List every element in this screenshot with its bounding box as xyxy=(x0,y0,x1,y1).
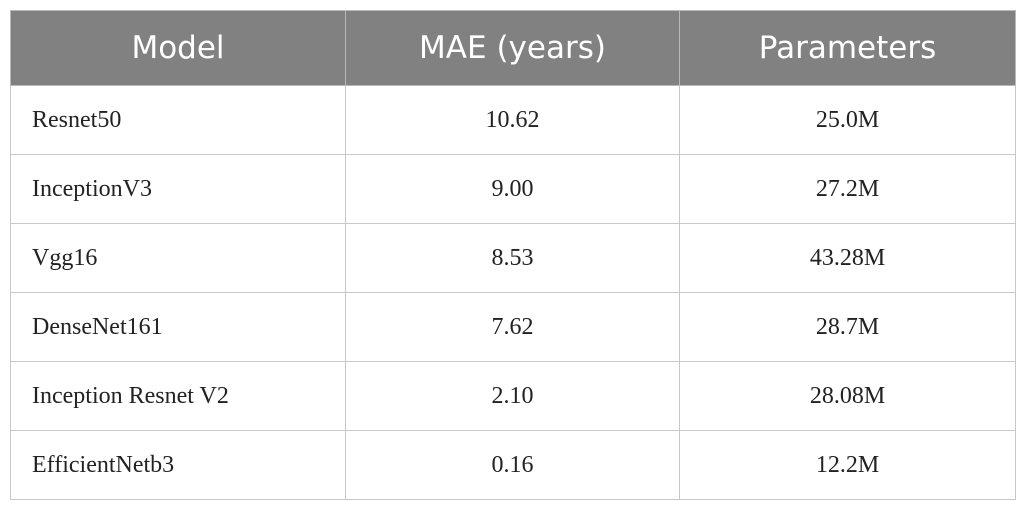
cell-mae: 8.53 xyxy=(345,223,680,293)
table-body: Resnet50 10.62 25.0M InceptionV3 9.00 27… xyxy=(10,85,1016,500)
table-row: Inception Resnet V2 2.10 28.08M xyxy=(10,361,1016,431)
header-model: Model xyxy=(10,10,346,86)
table-row: InceptionV3 9.00 27.2M xyxy=(10,154,1016,224)
cell-model: DenseNet161 xyxy=(10,292,346,362)
header-parameters: Parameters xyxy=(679,10,1016,86)
cell-mae: 2.10 xyxy=(345,361,680,431)
table-row: EfficientNetb3 0.16 12.2M xyxy=(10,430,1016,500)
table-row: DenseNet161 7.62 28.7M xyxy=(10,292,1016,362)
cell-mae: 10.62 xyxy=(345,85,680,155)
cell-model: Resnet50 xyxy=(10,85,346,155)
cell-mae: 0.16 xyxy=(345,430,680,500)
table-header: Model MAE (years) Parameters xyxy=(10,10,1016,86)
cell-parameters: 43.28M xyxy=(679,223,1016,293)
header-mae: MAE (years) xyxy=(345,10,680,86)
cell-parameters: 28.7M xyxy=(679,292,1016,362)
cell-mae: 9.00 xyxy=(345,154,680,224)
cell-mae: 7.62 xyxy=(345,292,680,362)
cell-parameters: 27.2M xyxy=(679,154,1016,224)
cell-model: Inception Resnet V2 xyxy=(10,361,346,431)
table-row: Resnet50 10.62 25.0M xyxy=(10,85,1016,155)
cell-parameters: 28.08M xyxy=(679,361,1016,431)
cell-model: Vgg16 xyxy=(10,223,346,293)
cell-model: EfficientNetb3 xyxy=(10,430,346,500)
header-row: Model MAE (years) Parameters xyxy=(10,10,1016,86)
cell-parameters: 12.2M xyxy=(679,430,1016,500)
cell-parameters: 25.0M xyxy=(679,85,1016,155)
table-row: Vgg16 8.53 43.28M xyxy=(10,223,1016,293)
cell-model: InceptionV3 xyxy=(10,154,346,224)
model-comparison-table: Model MAE (years) Parameters Resnet50 10… xyxy=(10,10,1016,500)
